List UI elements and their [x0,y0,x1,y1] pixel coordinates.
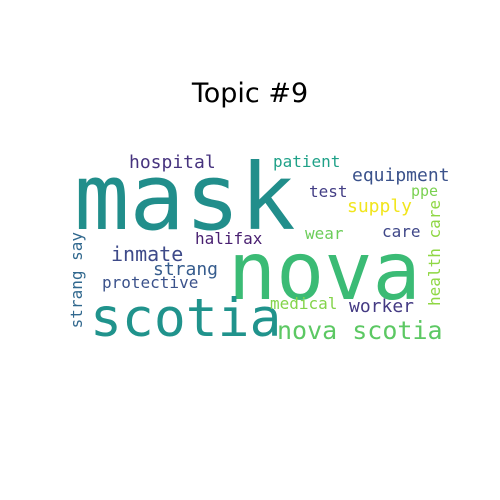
word-protective: protective [102,273,199,292]
word-patient: patient [273,152,341,171]
word-ppe: ppe [411,182,439,200]
word-worker: worker [349,296,415,317]
word-care: care [382,222,421,241]
word-nova-scotia: nova scotia [277,316,443,345]
word-scotia: scotia [90,288,282,349]
word-inmate: inmate [111,242,184,266]
word-test: test [309,182,348,201]
word-mask: mask [74,144,296,251]
word-wear: wear [305,224,344,243]
word-strang: strang [153,259,219,280]
word-medical: medical [270,294,338,313]
word-supply: supply [347,196,413,217]
figure-title: Topic #9 [191,78,309,109]
word-nova: nova [228,225,421,318]
word-equipment: equipment [352,165,450,186]
word-halifax: halifax [195,229,263,248]
word-health-care: health care [425,200,444,306]
word-hospital: hospital [129,152,216,173]
word-strang-say: strang say [67,232,86,329]
